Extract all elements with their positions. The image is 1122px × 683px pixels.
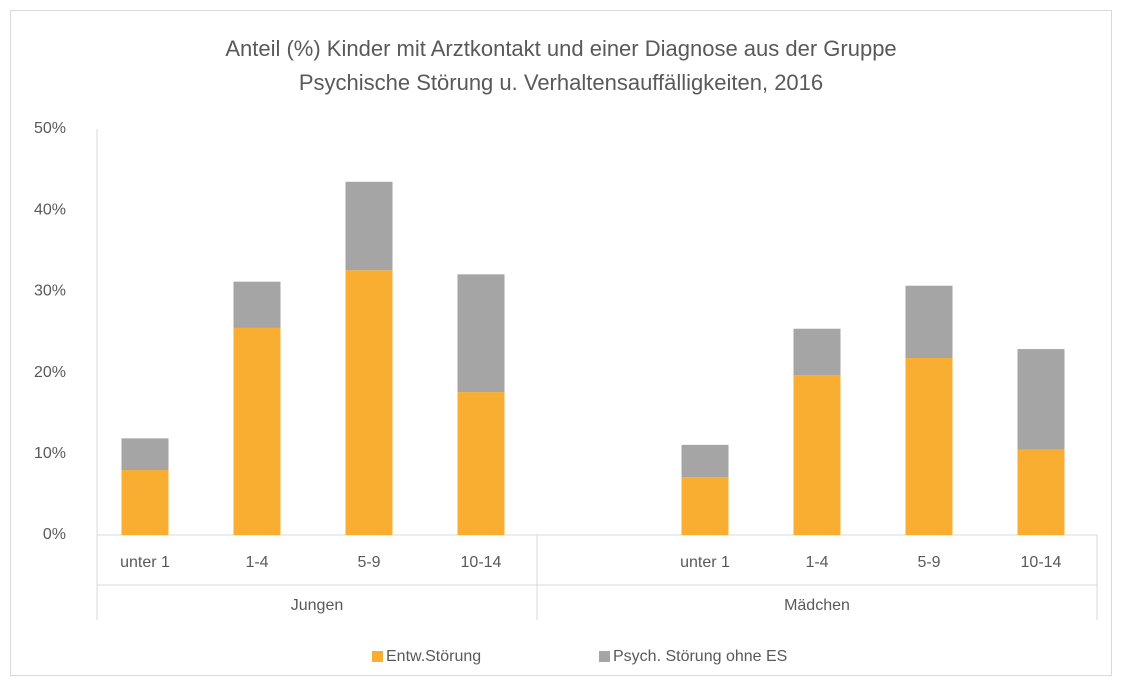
x-tick-label: unter 1 xyxy=(120,554,170,571)
legend-label: Psych. Störung ohne ES xyxy=(613,648,787,665)
chart-title: Psychische Störung u. Verhaltensauffälli… xyxy=(299,70,823,95)
bar-segment xyxy=(793,328,841,376)
bar-segment xyxy=(345,181,393,271)
x-tick-label: unter 1 xyxy=(680,554,730,571)
group-label: Mädchen xyxy=(784,597,850,614)
x-tick-label: 1-4 xyxy=(245,554,268,571)
x-tick-label: 5-9 xyxy=(357,554,380,571)
bar-segment xyxy=(121,438,169,471)
bar-segment xyxy=(457,274,505,393)
bar-segment xyxy=(681,477,729,535)
legend-label: Entw.Störung xyxy=(386,648,481,665)
bar-segment xyxy=(345,270,393,535)
y-tick-label: 50% xyxy=(34,120,66,137)
x-tick-label: 10-14 xyxy=(1021,554,1062,571)
y-tick-label: 0% xyxy=(43,526,66,543)
y-tick-label: 30% xyxy=(34,283,66,300)
x-tick-label: 10-14 xyxy=(461,554,502,571)
group-label: Jungen xyxy=(291,597,344,614)
y-tick-label: 20% xyxy=(34,364,66,381)
y-tick-label: 10% xyxy=(34,445,66,462)
bar-segment xyxy=(1017,449,1065,535)
bar-segment xyxy=(121,470,169,535)
y-tick-label: 40% xyxy=(34,201,66,218)
bar-segment xyxy=(1017,349,1065,450)
bar-segment xyxy=(793,375,841,535)
bar-segment xyxy=(905,285,953,358)
chart-title: Anteil (%) Kinder mit Arztkontakt und ei… xyxy=(225,36,896,61)
legend-swatch xyxy=(372,651,383,662)
bar-segment xyxy=(233,327,281,535)
legend-swatch xyxy=(599,651,610,662)
bar-segment xyxy=(681,444,729,478)
bar-segment xyxy=(905,357,953,535)
bar-segment xyxy=(457,392,505,535)
x-tick-label: 1-4 xyxy=(805,554,828,571)
bar-segment xyxy=(233,281,281,328)
x-tick-label: 5-9 xyxy=(917,554,940,571)
